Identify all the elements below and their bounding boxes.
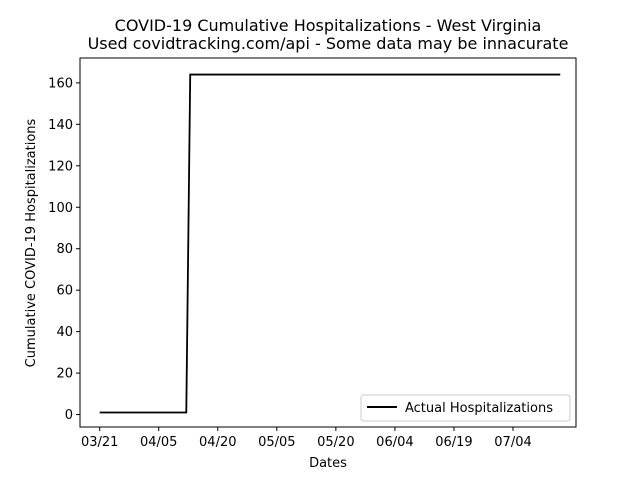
y-tick-label: 100 <box>48 201 73 216</box>
x-tick-label: 05/05 <box>258 435 295 450</box>
legend: Actual Hospitalizations <box>360 394 571 422</box>
x-axis: 03/21 04/05 04/20 05/05 05/20 06/04 06/19 07/04 <box>81 427 532 450</box>
legend-label: Actual Hospitalizations <box>405 401 553 416</box>
x-tick-label: 06/19 <box>435 435 472 450</box>
x-tick-label: 04/20 <box>199 435 236 450</box>
legend-box <box>360 394 571 422</box>
x-tick-label: 03/21 <box>81 435 118 450</box>
y-tick-label: 40 <box>56 325 73 340</box>
y-axis: 0 20 40 60 80 100 120 140 160 <box>48 76 80 423</box>
chart-subtitle: Used covidtracking.com/api - Some data m… <box>88 34 569 53</box>
x-tick-label: 05/20 <box>317 435 354 450</box>
y-tick-label: 60 <box>56 284 73 299</box>
x-tick-label: 06/04 <box>376 435 413 450</box>
y-tick-label: 140 <box>48 118 73 133</box>
y-tick-label: 120 <box>48 159 73 174</box>
y-tick-label: 80 <box>56 242 73 257</box>
plot-frame <box>79 57 577 428</box>
y-tick-label: 20 <box>56 367 73 382</box>
chart-title: COVID-19 Cumulative Hospitalizations - W… <box>115 16 542 35</box>
x-tick-label: 04/05 <box>140 435 177 450</box>
x-axis-label: Dates <box>309 456 347 471</box>
y-tick-label: 160 <box>48 76 73 91</box>
x-tick-label: 07/04 <box>494 435 531 450</box>
y-axis-label: Cumulative COVID-19 Hospitalizations <box>24 118 39 367</box>
series-line <box>99 73 561 414</box>
y-tick-label: 0 <box>65 408 73 423</box>
plot-area <box>99 73 561 414</box>
